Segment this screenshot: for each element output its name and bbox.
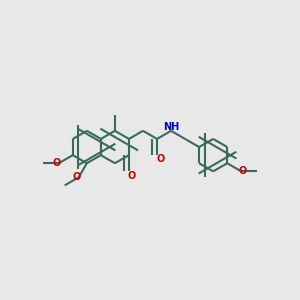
Text: O: O [73, 172, 81, 182]
Text: NH: NH [163, 122, 179, 132]
Text: O: O [239, 166, 247, 176]
Text: O: O [128, 171, 136, 181]
Text: O: O [53, 158, 61, 168]
Text: O: O [157, 154, 165, 164]
